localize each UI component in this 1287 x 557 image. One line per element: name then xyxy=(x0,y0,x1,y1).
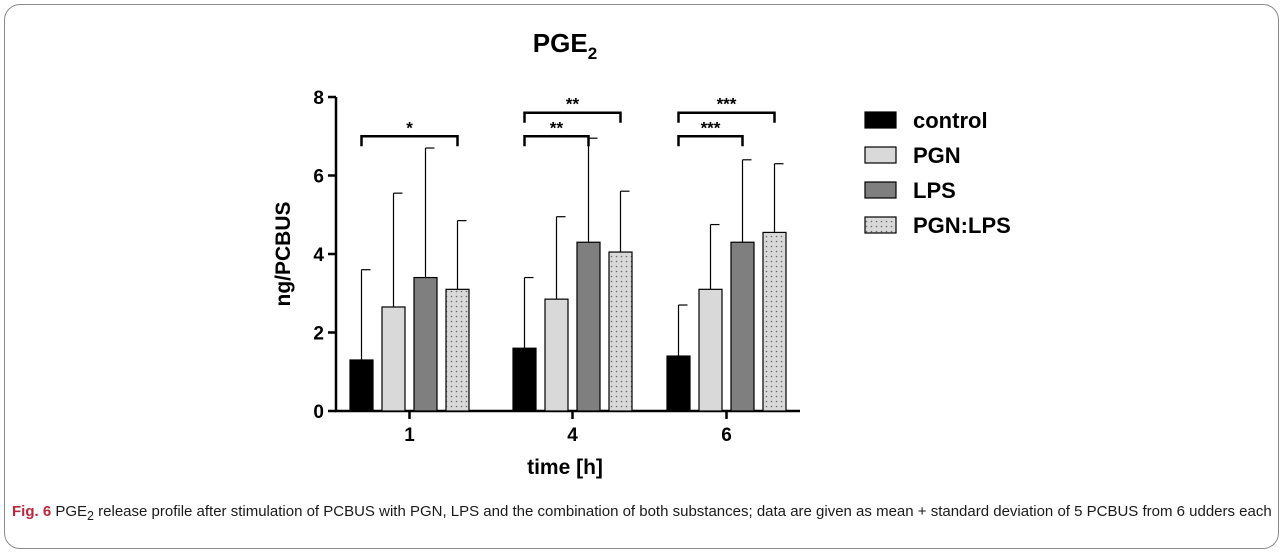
y-tick-label: 2 xyxy=(313,324,324,345)
significance-bracket xyxy=(360,135,459,147)
bar-lps-t4 xyxy=(576,241,601,412)
significance-label: ** xyxy=(550,118,564,137)
bar-control-t1 xyxy=(349,359,374,412)
bar-pgn-t4 xyxy=(544,298,569,412)
significance-brackets: * ********** xyxy=(360,95,776,147)
bar-pgn-lps-t4 xyxy=(608,251,633,412)
y-tick-label: 6 xyxy=(313,167,324,188)
legend-label: LPS xyxy=(913,178,956,203)
caption-text: release profile after stimulation of PCB… xyxy=(93,503,1272,520)
chart-title: PGE2 xyxy=(533,28,597,63)
significance-label: * xyxy=(406,118,413,137)
significance-bracket xyxy=(523,111,622,123)
significance-label: *** xyxy=(717,95,737,114)
bar-pgn-t6 xyxy=(698,288,723,412)
x-tick-label: 4 xyxy=(567,425,578,446)
figure-caption: Fig. 6 PGE2 release profile after stimul… xyxy=(12,500,1274,528)
legend-label: PGN:LPS xyxy=(913,213,1011,238)
chart-title-main: PGE xyxy=(533,28,588,58)
legend-swatch xyxy=(864,146,897,164)
x-axis-label: time [h] xyxy=(527,456,603,479)
y-axis-label: ng/PCBUS xyxy=(272,202,295,307)
bar-pgn-lps-t6 xyxy=(762,231,787,412)
bar-pgn-t1 xyxy=(381,306,406,412)
chart-title-sub: 2 xyxy=(588,44,597,63)
legend-label: PGN xyxy=(913,143,961,168)
legend-swatch xyxy=(864,111,897,129)
bar-pgn-lps-t1 xyxy=(445,288,470,412)
y-tick-label: 0 xyxy=(313,402,324,423)
bar-lps-t1 xyxy=(413,276,438,412)
significance-bracket xyxy=(677,111,776,123)
y-tick-label: 8 xyxy=(313,88,324,109)
x-tick-label: 6 xyxy=(721,425,732,446)
bars xyxy=(349,137,787,412)
figure-frame xyxy=(4,4,1279,549)
bar-lps-t6 xyxy=(730,241,755,412)
caption-sub: 2 xyxy=(87,509,94,523)
bar-control-t4 xyxy=(512,347,537,412)
significance-bracket xyxy=(523,135,590,147)
caption-label: Fig. 6 xyxy=(12,503,52,520)
legend: control PGN LPS PGN:LPS xyxy=(864,108,1011,238)
significance-label: *** xyxy=(701,118,721,137)
legend-label: control xyxy=(913,108,988,133)
legend-swatch xyxy=(864,216,897,234)
legend-swatch xyxy=(864,181,897,199)
y-tick-label: 4 xyxy=(313,245,324,266)
caption-pre: PGE xyxy=(51,503,88,520)
x-tick-label: 1 xyxy=(404,425,415,446)
significance-label: ** xyxy=(566,95,580,114)
significance-bracket xyxy=(677,135,744,147)
bar-control-t6 xyxy=(666,355,691,412)
